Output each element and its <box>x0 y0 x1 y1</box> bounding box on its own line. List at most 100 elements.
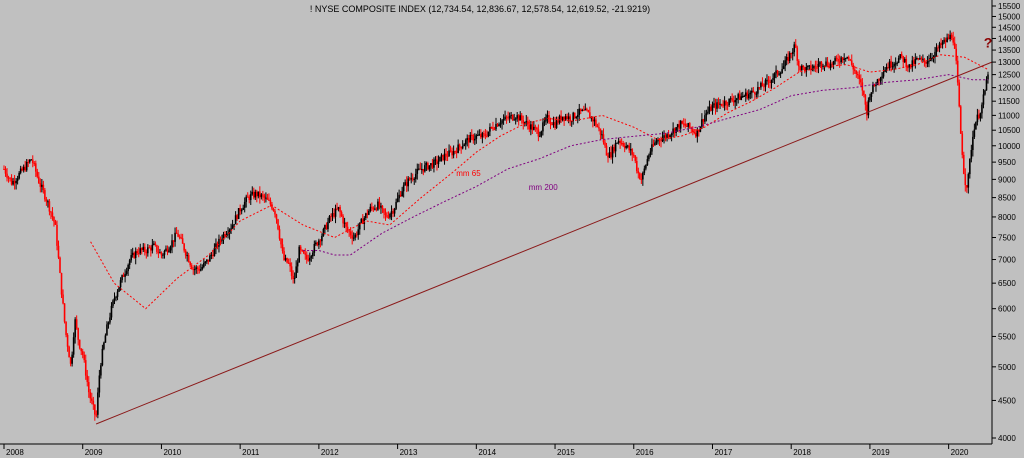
candle-body <box>490 127 493 129</box>
candle-body <box>175 232 178 234</box>
candle-body <box>751 90 753 93</box>
candle-body <box>200 269 202 271</box>
candle-body <box>128 260 131 265</box>
candle-body <box>293 278 296 280</box>
candle-body <box>713 103 715 106</box>
candle-body <box>54 221 57 225</box>
candle-body <box>369 206 372 211</box>
x-tick-label: 2014 <box>478 448 496 457</box>
candle-body <box>421 168 423 170</box>
candle-body <box>629 149 632 151</box>
candle-body <box>643 168 646 173</box>
candle-body <box>30 159 33 161</box>
candle-body <box>731 98 733 101</box>
candle-body <box>339 207 341 213</box>
candle-body <box>162 254 164 256</box>
candle-body <box>672 128 674 134</box>
y-axis-ticks: 4000 4500 5000 5500 6000 6500 7000 7500 8000 8500… <box>992 2 1021 443</box>
candle-body <box>77 328 79 340</box>
candle-body <box>878 79 880 81</box>
candle-body <box>39 183 42 187</box>
candle-body <box>576 114 579 118</box>
candle-body <box>937 47 939 49</box>
candle-body <box>696 129 699 137</box>
y-tick-label: 11500 <box>998 97 1020 106</box>
x-tick-label: 2015 <box>557 448 575 457</box>
candle-body <box>973 129 976 137</box>
candle-body <box>442 154 444 161</box>
candle-body <box>428 165 431 170</box>
candle-body <box>45 199 48 202</box>
candle-body <box>495 124 497 130</box>
candle-body <box>632 154 635 156</box>
candle-body <box>822 65 824 67</box>
candle-body <box>289 262 291 267</box>
candle-body <box>461 146 464 149</box>
candle-body <box>614 143 617 152</box>
candle-body <box>386 215 388 217</box>
candle-body <box>791 52 794 54</box>
candle-body <box>569 116 571 122</box>
candle-body <box>719 103 721 105</box>
candle-body <box>308 257 311 261</box>
series-line-mm-65 <box>90 54 989 310</box>
candle-body <box>172 240 175 242</box>
candle-body <box>881 76 883 79</box>
x-tick-label: 2017 <box>714 448 732 457</box>
candle-body <box>248 196 251 200</box>
y-tick-label: 15500 <box>998 2 1021 11</box>
candle-body <box>375 208 378 210</box>
candle-body <box>637 171 640 174</box>
candle-body <box>401 191 403 197</box>
candle-body <box>296 262 299 267</box>
candle-body <box>592 117 594 122</box>
candle-body <box>101 348 104 366</box>
candle-body <box>831 63 833 65</box>
candle-body <box>826 61 829 66</box>
candle-body <box>802 65 805 68</box>
candle-body <box>328 216 331 222</box>
candle-body <box>589 112 591 119</box>
candle-body <box>853 69 856 71</box>
candle-body <box>272 208 275 211</box>
candle-body <box>59 257 61 273</box>
candle-body <box>902 55 905 63</box>
candle-body <box>251 191 254 195</box>
candle-body <box>843 58 845 61</box>
candle-body <box>118 287 120 292</box>
candle-body <box>298 246 300 263</box>
candle-body <box>773 73 776 79</box>
candle-body <box>319 240 322 242</box>
candle-body <box>797 60 800 67</box>
candle-body <box>864 94 867 105</box>
candle-body <box>408 178 411 180</box>
candle-body <box>790 53 792 55</box>
candle-body <box>371 206 373 208</box>
candle-body <box>863 90 865 95</box>
candle-body <box>729 98 732 100</box>
candle-body <box>346 226 349 231</box>
candle-body <box>470 134 473 136</box>
candle-body <box>498 124 500 127</box>
candle-body <box>669 135 671 138</box>
candle-body <box>738 94 741 100</box>
candle-body <box>154 243 157 246</box>
candle-body <box>322 229 325 236</box>
candle-body <box>361 219 364 224</box>
candle-body <box>260 194 263 198</box>
candle-body <box>896 62 898 64</box>
candle-body <box>493 129 496 131</box>
candle-body <box>749 92 752 95</box>
candle-body <box>292 275 294 279</box>
candle-body <box>206 259 208 262</box>
candle-body <box>911 60 914 68</box>
candle-body <box>934 51 936 58</box>
candle-body <box>7 177 10 179</box>
candle-body <box>829 63 832 68</box>
candle-body <box>316 242 319 246</box>
candle-body <box>885 66 888 70</box>
candle-body <box>841 57 844 61</box>
candle-body <box>586 108 588 111</box>
candle-body <box>133 252 135 258</box>
candle-body <box>47 201 49 203</box>
